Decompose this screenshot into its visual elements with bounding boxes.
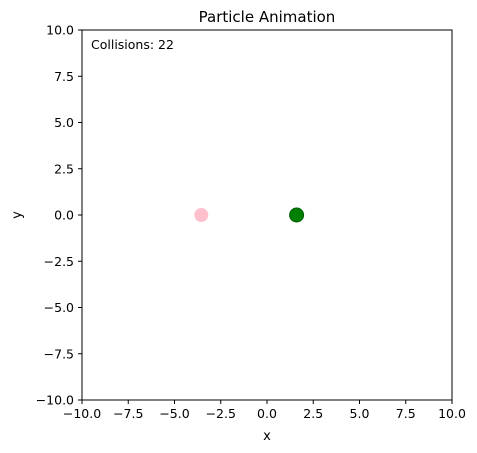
x-tick-label: −2.5 <box>206 406 236 421</box>
y-tick-label: −2.5 <box>44 254 74 269</box>
y-tick-label: 10.0 <box>46 23 74 38</box>
x-tick-label: 7.5 <box>396 406 416 421</box>
y-tick-label: −5.0 <box>44 300 74 315</box>
collision-counter: Collisions: 22 <box>91 37 174 52</box>
x-tick-label: −7.5 <box>113 406 143 421</box>
y-tick-label: −10.0 <box>36 393 74 408</box>
y-tick-label: 5.0 <box>54 115 74 130</box>
particles <box>194 207 305 223</box>
x-tick-label: −5.0 <box>159 406 189 421</box>
x-tick-label: 5.0 <box>350 406 370 421</box>
y-axis-ticks: −10.0 −7.5 −5.0 −2.5 0.0 2.5 5.0 7.5 10.0 <box>36 23 82 408</box>
x-axis-label: x <box>263 429 271 444</box>
x-tick-label: 2.5 <box>303 406 323 421</box>
x-tick-label: 0.0 <box>257 406 277 421</box>
x-axis-ticks: −10.0 −7.5 −5.0 −2.5 0.0 2.5 5.0 7.5 10.0 <box>63 400 466 421</box>
y-axis-label: y <box>10 211 25 219</box>
y-tick-label: 2.5 <box>54 161 74 176</box>
y-tick-label: 7.5 <box>54 69 74 84</box>
chart-title: Particle Animation <box>199 8 336 26</box>
y-tick-label: 0.0 <box>54 208 74 223</box>
x-tick-label: 10.0 <box>438 406 466 421</box>
plot-frame <box>81 29 453 401</box>
particle-2 <box>289 207 305 223</box>
x-tick-label: −10.0 <box>63 406 101 421</box>
y-tick-label: −7.5 <box>44 346 74 361</box>
particle-1 <box>194 208 209 222</box>
plot-area <box>81 29 453 401</box>
